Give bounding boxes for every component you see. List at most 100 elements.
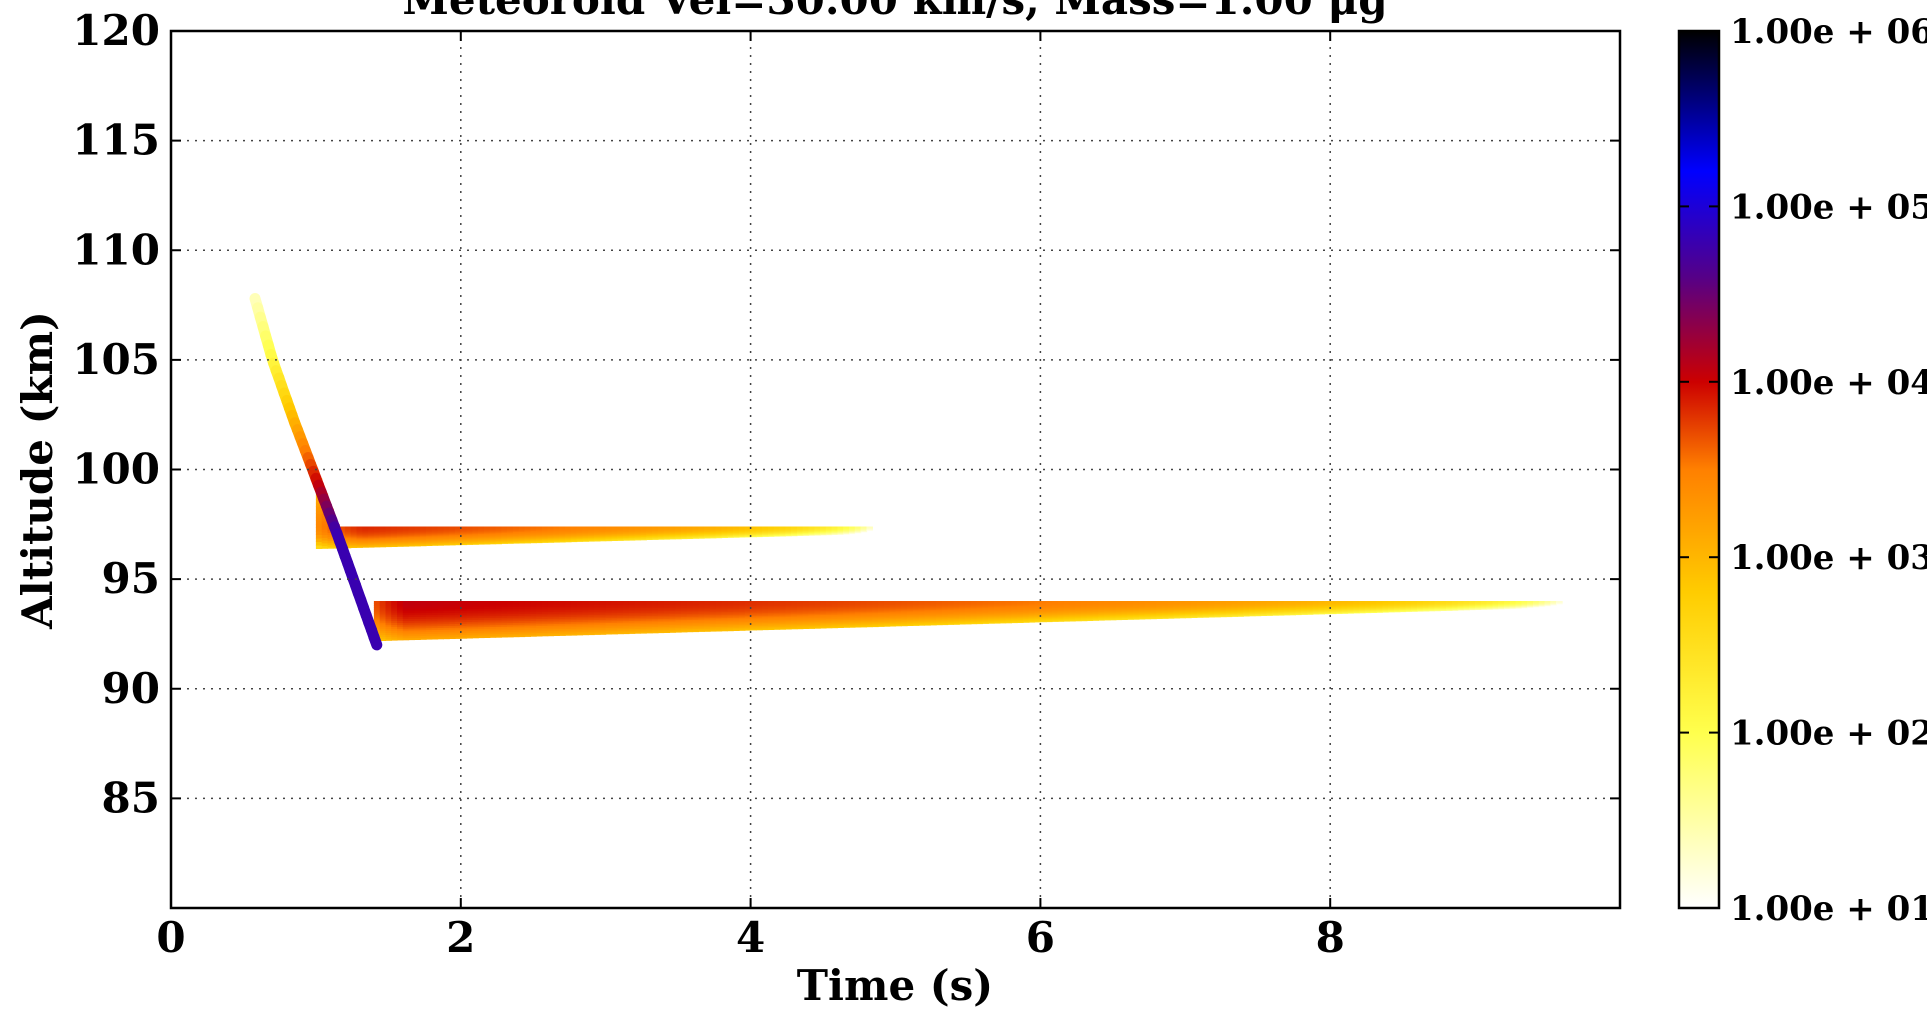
heatmap-cell [373,532,381,535]
heatmap-cell [1243,612,1250,614]
heatmap-cell [576,527,584,529]
heatmap-cell [478,543,485,545]
heatmap-cell [756,605,763,608]
heatmap-cell [437,529,444,531]
heatmap-cell [408,532,415,534]
heatmap-cell [970,622,978,625]
heatmap-cell [513,617,520,620]
heatmap-cell [524,625,531,629]
heatmap-cell [1063,602,1070,604]
heatmap-cell [368,531,375,534]
heatmap-cell [1162,610,1169,612]
heatmap-cell [518,533,526,535]
heatmap-cell [999,615,1007,617]
heatmap-cell [1191,603,1198,605]
heatmap-cell [883,612,891,615]
heatmap-cell [420,610,427,614]
heatmap-cell [854,620,862,623]
heatmap-cell [907,615,914,618]
heatmap-cell [681,604,688,607]
heatmap-cell [727,612,734,615]
heatmap-cell [669,536,676,538]
heatmap-cell [797,624,804,627]
heatmap-cell [756,616,763,619]
heatmap-cell [565,616,572,619]
heatmap-cell [344,535,352,537]
heatmap-cell [397,541,404,543]
heatmap-cell [860,622,868,625]
heatmap-cell [634,623,642,626]
heatmap-cell [559,534,566,536]
heatmap-cell [744,614,752,617]
heatmap-cell [472,530,479,533]
heatmap-cell [530,611,537,614]
heatmap-cell [1208,604,1215,606]
heatmap-cell [820,617,827,620]
heatmap-cell [553,530,560,532]
heatmap-cell [744,612,752,615]
heatmap-cell [640,609,647,612]
heatmap-cell [953,621,960,624]
heatmap-cell [1249,603,1256,605]
heatmap-cell [1144,603,1152,606]
heatmap-cell [646,531,653,533]
heatmap-cell [339,527,346,530]
heatmap-cell [623,609,630,612]
heatmap-cell [588,616,595,619]
heatmap-cell [791,601,798,603]
heatmap-cell [866,618,873,621]
heatmap-cell [831,623,839,626]
heatmap-cell [1081,601,1088,603]
heatmap-cell [605,606,613,609]
heatmap-cell [959,606,966,609]
heatmap-cell [507,624,514,627]
heatmap-cell [426,529,433,531]
heatmap-cell [420,536,427,538]
heatmap-cell [663,605,671,608]
heatmap-cell [912,614,920,617]
heatmap-cell [727,629,734,632]
heatmap-cell [663,610,671,613]
heatmap-cell [565,618,572,621]
heatmap-cell [1017,601,1024,603]
heatmap-cell [1254,609,1262,612]
heatmap-cell [936,611,943,614]
heatmap-cell [1098,604,1105,607]
heatmap-cell [1115,614,1123,617]
heatmap-cell [362,539,369,542]
heatmap-cell [524,602,531,606]
heatmap-cell [373,539,381,542]
heatmap-cell [1138,608,1146,610]
heatmap-cell [1208,613,1215,615]
heatmap-cell [976,617,983,620]
heatmap-cell [692,601,699,604]
heatmap-cell [582,607,589,611]
heatmap-cell [414,631,421,635]
heatmap-cell [791,605,798,608]
heatmap-cell [623,625,630,628]
heatmap-cell [646,535,653,537]
heatmap-cell [872,608,879,611]
heatmap-cell [536,540,543,542]
heatmap-cell [420,604,427,608]
heatmap-cell [1011,616,1018,618]
heatmap-cell [472,635,479,639]
heatmap-cell [368,546,375,548]
heatmap-cell [605,532,613,534]
heatmap-cell [640,533,647,535]
heatmap-cell [710,526,717,528]
heatmap-cell [559,527,566,529]
heatmap-cell [843,616,850,619]
heatmap-cell [315,523,323,528]
heatmap-cell [582,532,589,534]
heatmap-cell [1144,617,1152,620]
heatmap-cell [460,539,468,541]
heatmap-cell [426,536,433,538]
heatmap-cell [1127,617,1134,619]
heatmap-cell [431,608,439,612]
heatmap-cell [924,619,931,621]
heatmap-cell [710,619,717,622]
heatmap-cell [1104,618,1111,620]
heatmap-cell [1225,615,1233,618]
heatmap-cell [530,618,537,621]
